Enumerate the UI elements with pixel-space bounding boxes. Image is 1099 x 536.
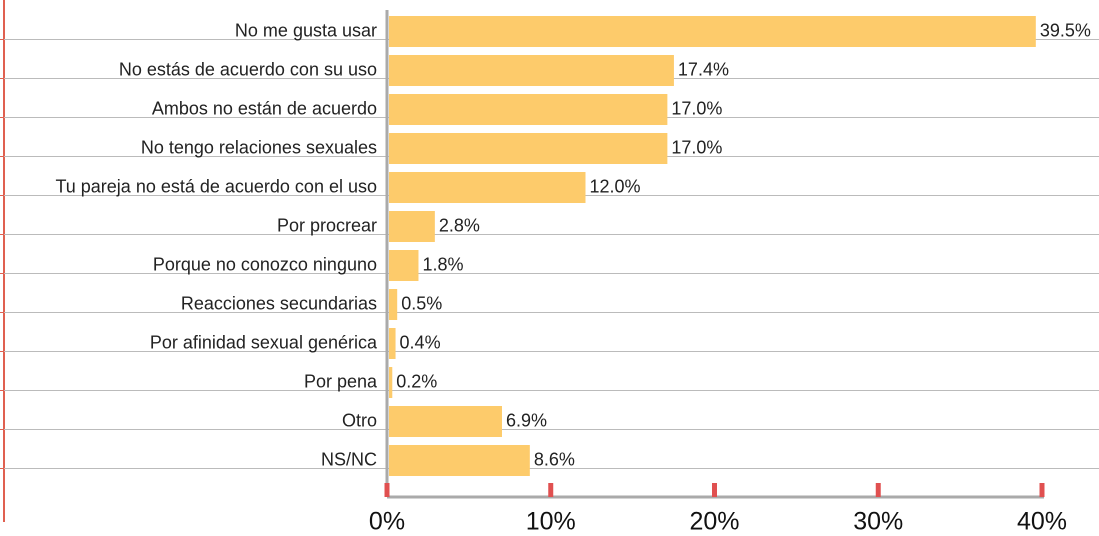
value-label: 12.0% [590, 176, 641, 196]
category-label: No tengo relaciones sexuales [141, 137, 377, 157]
category-label: Por afinidad sexual genérica [150, 332, 378, 352]
bar [389, 16, 1036, 47]
bar [389, 367, 393, 398]
bar [389, 55, 674, 86]
category-label: Tu pareja no está de acuerdo con el uso [55, 176, 377, 196]
value-label: 0.5% [401, 293, 442, 313]
value-label: 6.9% [506, 410, 547, 430]
value-label: 8.6% [534, 449, 575, 469]
x-tick-label: 20% [689, 508, 739, 536]
category-label: Porque no conozco ninguno [153, 254, 377, 274]
value-label: 17.0% [671, 98, 722, 118]
value-label: 0.4% [400, 332, 441, 352]
category-label: No me gusta usar [235, 20, 377, 40]
x-tick-label: 40% [1017, 508, 1067, 536]
x-tick-label: 10% [526, 508, 576, 536]
bar [389, 406, 502, 437]
bar [389, 94, 668, 125]
category-label: NS/NC [321, 449, 377, 469]
category-label: Por procrear [277, 215, 377, 235]
x-tick-label: 30% [853, 508, 903, 536]
bar [389, 250, 419, 281]
bar [389, 445, 530, 476]
bar [389, 172, 586, 203]
bar [389, 328, 396, 359]
value-label: 17.0% [671, 137, 722, 157]
value-label: 0.2% [396, 371, 437, 391]
category-label: No estás de acuerdo con su uso [119, 59, 377, 79]
category-label: Ambos no están de acuerdo [152, 98, 377, 118]
x-tick-label: 0% [369, 508, 405, 536]
value-label: 2.8% [439, 215, 480, 235]
bar [389, 211, 435, 242]
bar [389, 289, 398, 320]
bar [389, 133, 668, 164]
value-label: 1.8% [422, 254, 463, 274]
value-label: 39.5% [1040, 20, 1091, 40]
category-label: Otro [342, 410, 377, 430]
value-label: 17.4% [678, 59, 729, 79]
category-label: Reacciones secundarias [181, 293, 377, 313]
category-label: Por pena [304, 371, 378, 391]
